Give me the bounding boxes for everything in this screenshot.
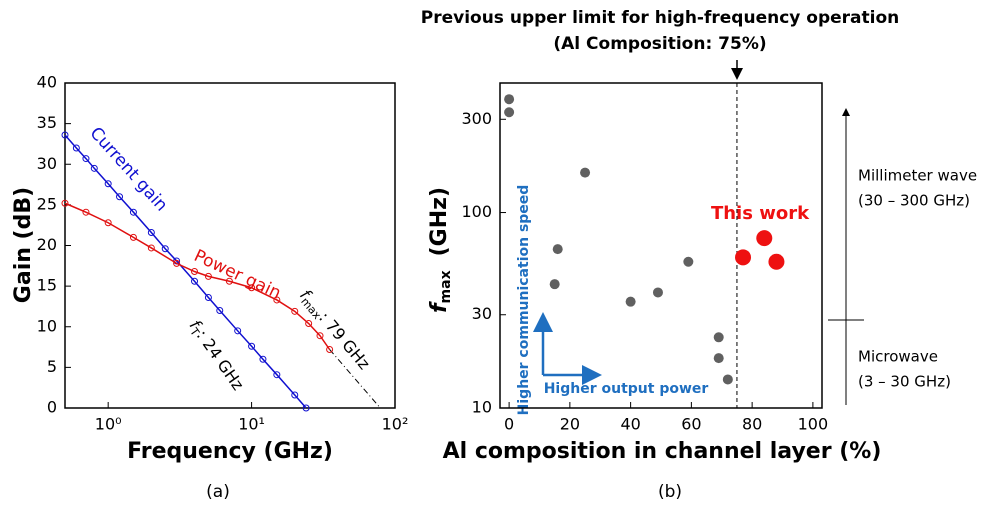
data-point: [722, 374, 733, 385]
series-line: [64, 202, 331, 350]
plot-frame: [499, 82, 823, 409]
caption: (b): [658, 482, 682, 502]
band-label: (30 – 300 GHz): [858, 192, 970, 210]
data-point: [116, 193, 124, 201]
data-point: [683, 256, 694, 267]
x-tick-label: 10⁰: [95, 415, 122, 434]
chart-title: (Al Composition: 75%): [553, 34, 766, 54]
y-axis-label: Gain (dB): [11, 187, 36, 303]
data-point: [234, 327, 242, 335]
data-point: [316, 332, 324, 340]
data-point: [61, 199, 69, 207]
x-tick-label: 60: [681, 415, 701, 434]
data-point: [82, 155, 90, 163]
y-axis-subscript: max: [438, 270, 454, 303]
y-tick-label: 30: [472, 304, 492, 323]
band-label: Microwave: [858, 348, 938, 366]
data-point: [652, 287, 663, 298]
data-point: [291, 391, 299, 399]
x-tick-label: 40: [620, 415, 640, 434]
data-point: [504, 107, 515, 118]
data-point: [552, 244, 563, 255]
data-point: [504, 94, 515, 105]
x-tick-label: 100: [798, 415, 829, 434]
data-point: [173, 259, 181, 267]
y-tick-label: 20: [37, 235, 57, 254]
data-point: [191, 277, 199, 285]
data-point: [147, 244, 155, 252]
data-point: [248, 342, 256, 350]
data-point: [204, 272, 212, 280]
data-point: [104, 219, 112, 227]
y-tick-label: 300: [461, 109, 492, 128]
x-tick-label: 80: [742, 415, 762, 434]
x-tick-label: 10¹: [238, 415, 265, 434]
y-tick-label: 100: [461, 202, 492, 221]
data-point: [326, 346, 334, 353]
y-axis-label: fmax (GHz): [427, 187, 454, 313]
x-tick-label: 0: [504, 415, 514, 434]
x-tick-label: 20: [560, 415, 580, 434]
data-point: [82, 208, 90, 216]
data-point: [305, 320, 313, 327]
data-point: [129, 208, 137, 216]
data-point: [259, 355, 267, 363]
data-point: [756, 230, 773, 247]
x-axis-label: Frequency (GHz): [127, 439, 333, 464]
series-line: [64, 134, 307, 409]
data-point: [129, 233, 137, 241]
x-axis-label: Al composition in channel layer (%): [443, 439, 882, 464]
data-point: [273, 371, 281, 379]
data-point: [625, 296, 636, 307]
y-axis-unit: (GHz): [427, 187, 452, 256]
data-point: [302, 404, 310, 412]
data-point: [713, 332, 724, 343]
y-tick-label: 40: [37, 73, 57, 92]
data-point: [104, 180, 112, 188]
data-point: [291, 307, 299, 315]
annotation-text: : 24 GHz: [193, 326, 248, 393]
data-point: [768, 253, 785, 270]
data-point: [713, 353, 724, 364]
data-point: [248, 284, 256, 292]
series-label: Current gain: [86, 123, 172, 215]
y-tick-label: 10: [472, 398, 492, 417]
data-point: [735, 249, 752, 266]
data-point: [72, 144, 80, 152]
series-label: This work: [711, 203, 810, 224]
arrow-label: Higher output power: [544, 381, 709, 397]
data-point: [161, 245, 169, 253]
y-tick-label: 15: [37, 276, 57, 295]
arrow-label: Higher communication speed: [516, 185, 532, 416]
data-point: [216, 307, 224, 314]
data-point: [61, 131, 69, 139]
data-point: [580, 167, 591, 178]
y-tick-label: 30: [37, 154, 57, 173]
data-point: [204, 294, 212, 301]
y-tick-label: 35: [37, 113, 57, 132]
band-label: (3 – 30 GHz): [858, 373, 951, 391]
data-point: [549, 279, 560, 290]
annotation-text: : 79 GHz: [316, 308, 375, 373]
y-tick-label: 25: [37, 194, 57, 213]
data-point: [273, 296, 281, 304]
y-axis-symbol: f: [427, 301, 452, 313]
y-tick-label: 5: [47, 357, 57, 376]
data-point: [90, 164, 98, 172]
x-tick-label: 10²: [382, 415, 409, 434]
y-tick-label: 0: [47, 398, 57, 417]
chart-title: Previous upper limit for high-frequency …: [421, 8, 900, 28]
data-point: [147, 229, 155, 236]
data-point: [191, 268, 199, 275]
y-tick-label: 10: [37, 316, 57, 335]
caption: (a): [206, 482, 230, 502]
annotation: fmax: 79 GHz: [295, 285, 375, 374]
band-label: Millimeter wave: [858, 167, 977, 185]
data-point: [225, 277, 233, 285]
